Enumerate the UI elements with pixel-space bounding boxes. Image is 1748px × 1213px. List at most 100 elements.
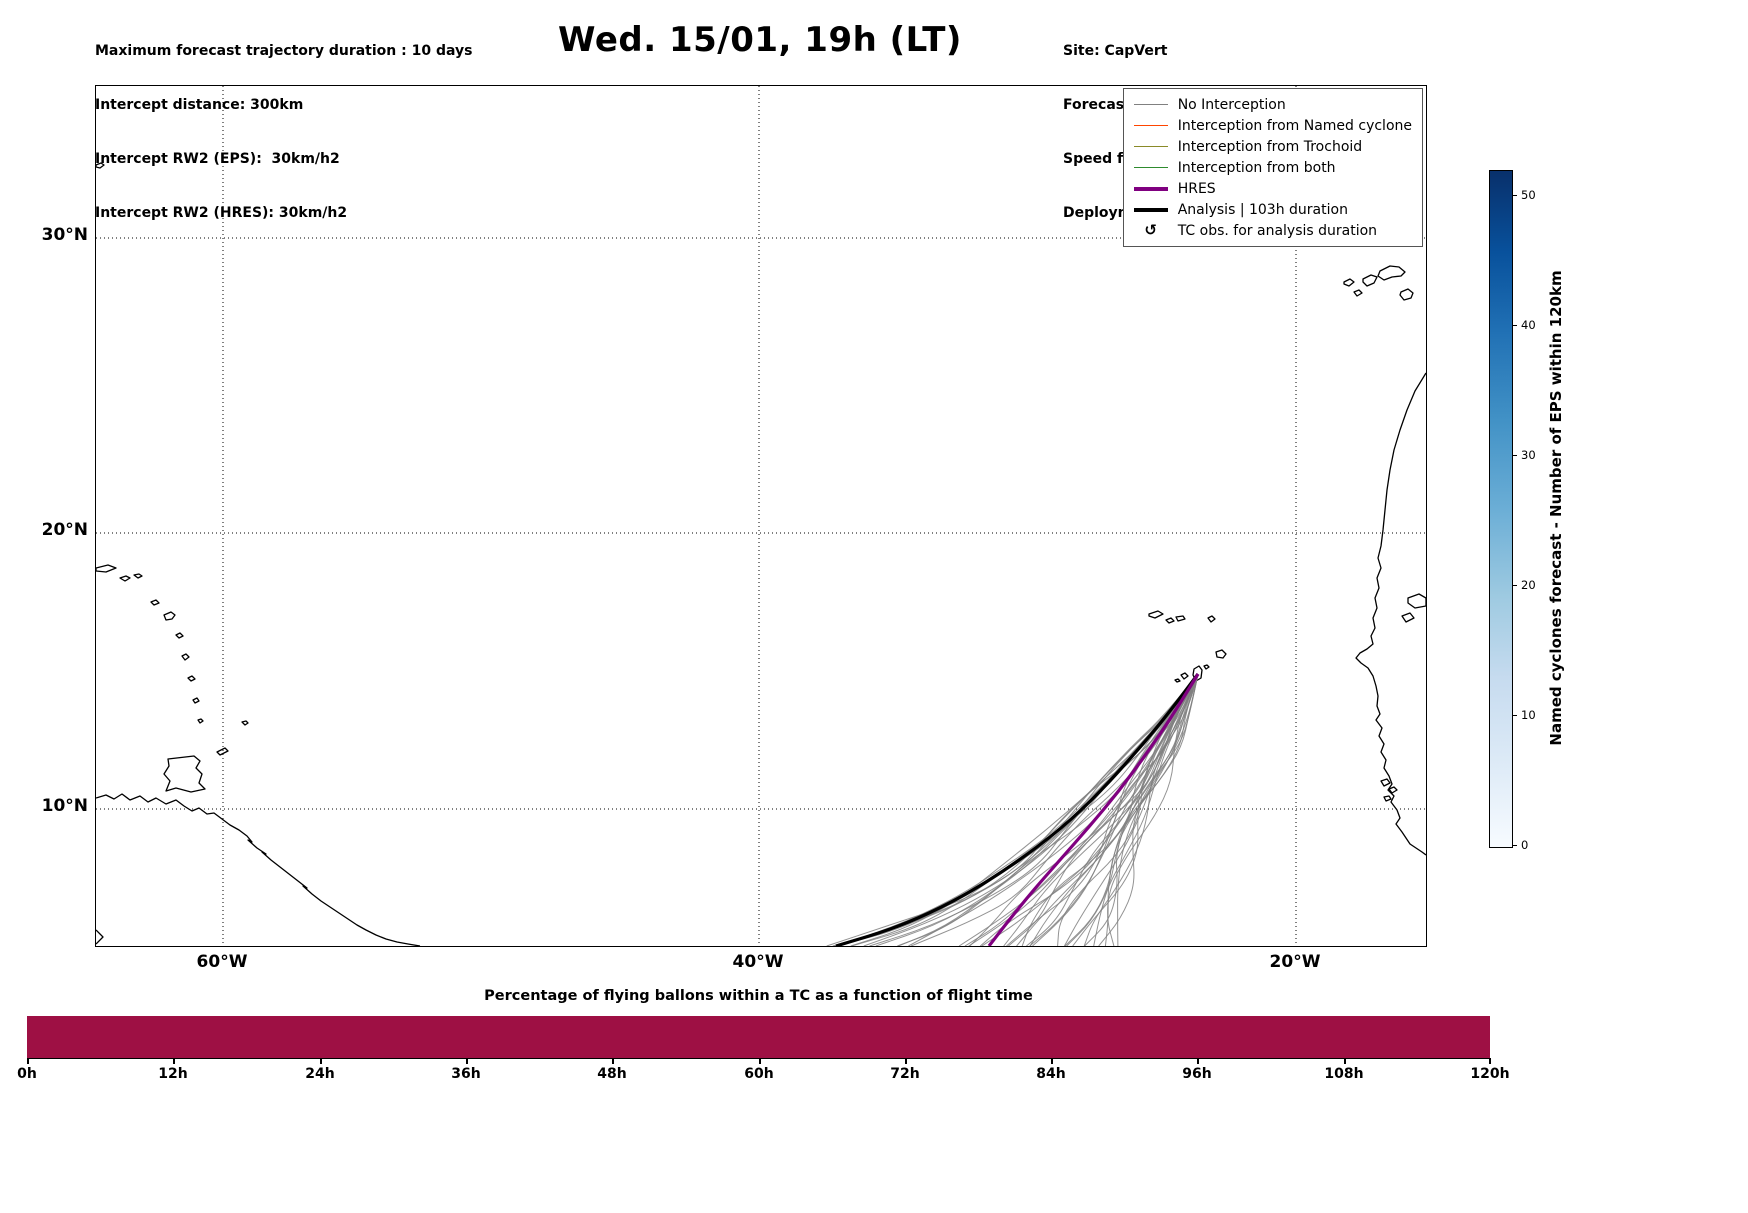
legend-item: Interception from Named cyclone — [1133, 115, 1412, 136]
legend-line-sample — [1133, 104, 1168, 105]
eps-member-track — [1098, 673, 1199, 946]
legend-line-sample — [1133, 125, 1168, 126]
lon-tick-label: 60°W — [196, 952, 248, 972]
colorbar-tick-label: 20 — [1521, 578, 1536, 592]
map-legend: No Interception Interception from Named … — [1122, 88, 1423, 247]
eps-member-track — [1003, 673, 1199, 946]
coast-south-america — [96, 793, 421, 946]
forecast-track — [987, 673, 1200, 946]
tc-obs-marker-icon: ↺ — [1144, 221, 1157, 239]
coastlines — [96, 162, 1426, 946]
lon-tick-label: 40°W — [732, 952, 784, 972]
bottom-chart-bar — [27, 1016, 1490, 1058]
island-cape-verde — [1148, 610, 1164, 619]
legend-item-label: Interception from both — [1177, 159, 1336, 176]
legend-line-sample — [1133, 207, 1168, 212]
legend-item: ↺ TC obs. for analysis duration — [1134, 220, 1412, 241]
legend-item-label: No Interception — [1177, 96, 1286, 113]
x-tick — [27, 1059, 29, 1064]
x-tick-label: 12h — [158, 1066, 188, 1082]
colorbar-tick-label: 30 — [1521, 448, 1536, 462]
eps-member-track — [1063, 673, 1199, 946]
lat-tick-label: 20°N — [41, 520, 88, 540]
legend-item-label: Analysis | 103h duration — [1177, 201, 1348, 218]
colorbar-tick — [1512, 195, 1517, 196]
map-panel: No Interception Interception from Named … — [95, 85, 1427, 947]
legend-item-label: TC obs. for analysis duration — [1177, 222, 1378, 239]
x-tick-label: 0h — [17, 1066, 37, 1082]
x-tick-label: 108h — [1324, 1066, 1364, 1082]
x-tick-label: 48h — [597, 1066, 627, 1082]
eps-member-track — [1026, 673, 1199, 946]
bottom-chart-axis — [27, 1058, 1491, 1059]
x-tick — [1344, 1059, 1346, 1064]
eps-member-track — [908, 673, 1199, 946]
legend-line-sample — [1133, 146, 1168, 147]
eps-member-track — [836, 673, 1199, 946]
x-tick — [173, 1059, 175, 1064]
legend-item-label: Interception from Trochoid — [1177, 138, 1363, 155]
colorbar-tick-label: 0 — [1521, 838, 1529, 852]
legend-item-label: HRES — [1177, 180, 1216, 197]
eps-member-track — [1057, 673, 1199, 946]
x-tick — [1051, 1059, 1053, 1064]
x-tick — [320, 1059, 322, 1064]
colorbar-axis-label: Named cyclones forecast - Number of EPS … — [1547, 270, 1565, 746]
legend-item: No Interception — [1133, 94, 1412, 115]
x-tick-label: 84h — [1036, 1066, 1066, 1082]
page-title: Wed. 15/01, 19h (LT) — [558, 20, 962, 60]
colorbar-tick — [1512, 715, 1517, 716]
eps-member-track — [958, 673, 1199, 946]
header-left-line: Intercept distance: 300km — [95, 97, 304, 113]
header-left-line: Maximum forecast trajectory duration : 1… — [95, 43, 473, 59]
legend-line-sample — [1133, 186, 1168, 191]
forecast-track — [835, 673, 1200, 946]
legend-item: Interception from Trochoid — [1133, 136, 1412, 157]
lon-tick-label: 20°W — [1269, 952, 1321, 972]
coast-africa — [1355, 372, 1426, 856]
colorbar — [1489, 170, 1513, 848]
header-right-line: Site: CapVert — [1063, 43, 1168, 59]
x-tick-label: 36h — [451, 1066, 481, 1082]
colorbar-tick-label: 40 — [1521, 318, 1536, 332]
island-trinidad — [163, 755, 206, 793]
eps-member-track — [1093, 673, 1199, 946]
eps-member-track — [1064, 673, 1199, 946]
x-tick-label: 96h — [1182, 1066, 1212, 1082]
island-tobago — [216, 747, 229, 756]
eps-member-track — [1117, 673, 1199, 946]
colorbar-tick — [1512, 585, 1517, 586]
x-tick — [1197, 1059, 1199, 1064]
legend-line-sample — [1133, 167, 1168, 168]
x-tick-label: 24h — [305, 1066, 335, 1082]
x-tick — [612, 1059, 614, 1064]
eps-member-track — [1084, 673, 1199, 946]
x-tick — [466, 1059, 468, 1064]
eps-member-track — [1104, 673, 1199, 946]
bottom-chart-title: Percentage of flying ballons within a TC… — [484, 988, 1033, 1004]
x-tick-label: 60h — [744, 1066, 774, 1082]
eps-member-track — [832, 673, 1199, 946]
eps-member-track — [851, 673, 1199, 946]
eps-member-track — [850, 673, 1199, 946]
header-left-line: Intercept RW2 (HRES): 30km/h2 — [95, 205, 348, 221]
x-tick-label: 120h — [1470, 1066, 1510, 1082]
header-left-block: Maximum forecast trajectory duration : 1… — [95, 6, 472, 258]
lat-tick-label: 10°N — [41, 796, 88, 816]
island-bermuda — [96, 162, 105, 169]
colorbar-tick — [1512, 325, 1517, 326]
legend-item: Analysis | 103h duration — [1133, 199, 1412, 220]
x-tick — [1489, 1059, 1491, 1064]
header-left-line: Intercept RW2 (EPS): 30km/h2 — [95, 151, 340, 167]
x-tick — [759, 1059, 761, 1064]
legend-item: HRES — [1133, 178, 1412, 199]
lat-tick-label: 30°N — [41, 225, 88, 245]
colorbar-tick-label: 10 — [1521, 708, 1536, 722]
map-canvas — [96, 86, 1426, 946]
eps-member-track — [834, 673, 1199, 946]
x-tick-label: 72h — [890, 1066, 920, 1082]
legend-item: Interception from both — [1133, 157, 1412, 178]
coast-corner — [96, 929, 104, 945]
colorbar-tick — [1512, 845, 1517, 846]
